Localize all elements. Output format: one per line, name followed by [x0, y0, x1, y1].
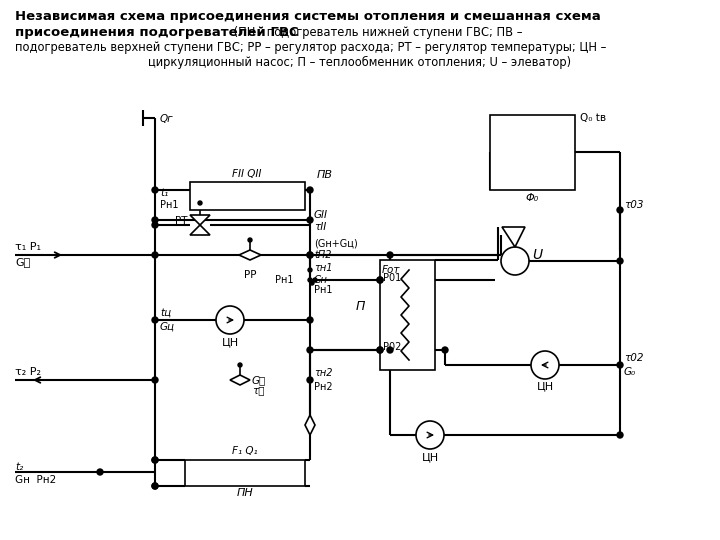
Text: Qг: Qг [160, 114, 174, 124]
Text: τ₂ P₂: τ₂ P₂ [15, 367, 41, 377]
Text: G₀: G₀ [624, 367, 636, 377]
Circle shape [152, 457, 158, 463]
Text: (Gн+Gц): (Gн+Gц) [314, 238, 358, 248]
Text: τн1: τн1 [314, 263, 333, 273]
Circle shape [387, 252, 393, 258]
Text: Gн: Gн [314, 275, 328, 285]
Text: τII: τII [314, 222, 326, 232]
Text: циркуляционный насос; П – теплообменник отопления; U – элеватор): циркуляционный насос; П – теплообменник … [148, 56, 572, 69]
Polygon shape [305, 415, 315, 435]
Circle shape [308, 268, 312, 272]
Text: Q₀ tв: Q₀ tв [580, 113, 606, 123]
Circle shape [377, 277, 383, 283]
Bar [380, 260, 435, 370]
Circle shape [416, 421, 444, 449]
Circle shape [313, 278, 317, 282]
Circle shape [377, 347, 383, 353]
Text: F₁ Q₁: F₁ Q₁ [232, 446, 258, 456]
Text: Gц: Gц [160, 322, 175, 332]
Text: τ03: τ03 [624, 200, 644, 210]
Circle shape [248, 238, 252, 242]
Circle shape [308, 278, 312, 282]
Circle shape [152, 457, 158, 463]
Circle shape [152, 217, 158, 223]
Bar [190, 182, 305, 210]
Text: Независимая схема присоединения системы отопления и смешанная схема: Независимая схема присоединения системы … [15, 10, 600, 23]
Circle shape [307, 252, 313, 258]
Text: G꜀: G꜀ [252, 375, 266, 385]
Circle shape [617, 207, 623, 213]
Circle shape [97, 469, 103, 475]
Circle shape [531, 351, 559, 379]
Text: ПН: ПН [237, 488, 253, 498]
Circle shape [307, 317, 313, 323]
Text: подогреватель верхней ступени ГВС; РР – регулятор расхода; РТ – регулятор темпер: подогреватель верхней ступени ГВС; РР – … [15, 41, 606, 54]
Text: ПВ: ПВ [317, 170, 333, 180]
Text: t₁: t₁ [160, 188, 168, 198]
Circle shape [307, 252, 313, 258]
Polygon shape [239, 250, 261, 260]
Circle shape [387, 347, 393, 353]
Circle shape [310, 281, 314, 285]
Circle shape [307, 187, 313, 193]
Polygon shape [230, 375, 250, 385]
Text: П: П [356, 300, 365, 314]
Text: (ПН - подогреватель нижней ступени ГВС; ПВ –: (ПН - подогреватель нижней ступени ГВС; … [230, 26, 523, 39]
Text: t₂: t₂ [15, 462, 23, 472]
Text: GII: GII [314, 210, 328, 220]
Text: Р01: Р01 [383, 273, 401, 283]
Circle shape [377, 277, 383, 283]
Text: Рн2: Рн2 [314, 382, 333, 392]
Circle shape [617, 362, 623, 368]
Text: РТ: РТ [176, 216, 188, 226]
Text: Рн1: Рн1 [160, 200, 179, 210]
Text: τ₁ P₁: τ₁ P₁ [15, 242, 41, 252]
Polygon shape [190, 215, 210, 225]
Text: Рн1: Рн1 [275, 275, 294, 285]
Circle shape [152, 483, 158, 489]
Circle shape [307, 377, 313, 383]
Text: ЦН: ЦН [421, 452, 438, 462]
Circle shape [198, 201, 202, 205]
Circle shape [501, 247, 529, 275]
Text: FII QII: FII QII [233, 169, 261, 179]
Text: tП2: tП2 [314, 250, 331, 260]
Circle shape [152, 187, 158, 193]
Text: Gн  Рн2: Gн Рн2 [15, 475, 56, 485]
Circle shape [152, 377, 158, 383]
Circle shape [152, 317, 158, 323]
Circle shape [152, 252, 158, 258]
Text: τн2: τн2 [314, 368, 333, 378]
Text: Р02: Р02 [383, 342, 401, 352]
Circle shape [152, 222, 158, 228]
Circle shape [307, 347, 313, 353]
Text: РР: РР [244, 270, 256, 280]
Text: G꜀: G꜀ [15, 257, 30, 267]
Bar [490, 115, 575, 190]
Circle shape [617, 258, 623, 264]
Text: tц: tц [160, 308, 171, 318]
Circle shape [617, 432, 623, 438]
Text: Рн1: Рн1 [314, 285, 333, 295]
Circle shape [307, 217, 313, 223]
Polygon shape [502, 227, 525, 247]
Circle shape [152, 483, 158, 489]
Text: U: U [532, 248, 542, 262]
Circle shape [377, 347, 383, 353]
Text: Fот: Fот [382, 265, 400, 275]
Text: τ02: τ02 [624, 353, 644, 363]
Circle shape [216, 306, 244, 334]
Bar [185, 460, 305, 486]
Polygon shape [190, 225, 210, 235]
Circle shape [238, 363, 242, 367]
Text: τ꜀: τ꜀ [252, 385, 264, 395]
Text: ЦН: ЦН [536, 381, 554, 391]
Text: Φ₀: Φ₀ [526, 193, 539, 203]
Circle shape [442, 347, 448, 353]
Text: присоединения подогревателей ГВС: присоединения подогревателей ГВС [15, 26, 299, 39]
Text: ЦН: ЦН [222, 337, 238, 347]
